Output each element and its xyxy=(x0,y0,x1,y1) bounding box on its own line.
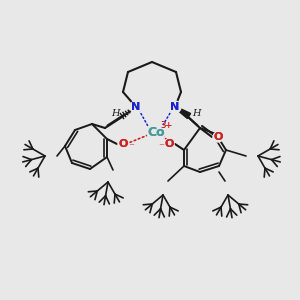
Text: O: O xyxy=(118,139,128,149)
Text: Co: Co xyxy=(147,125,165,139)
Text: H: H xyxy=(111,110,119,118)
Text: 3+: 3+ xyxy=(160,122,172,130)
Text: O: O xyxy=(118,139,128,149)
Circle shape xyxy=(150,126,162,138)
Text: N: N xyxy=(131,102,141,112)
Text: O: O xyxy=(164,139,174,149)
Text: O: O xyxy=(213,132,223,142)
Text: H: H xyxy=(192,110,200,118)
Circle shape xyxy=(118,139,128,149)
Text: N: N xyxy=(131,102,141,112)
Circle shape xyxy=(147,123,165,141)
Circle shape xyxy=(213,132,223,142)
Circle shape xyxy=(164,139,174,149)
Text: O: O xyxy=(213,132,223,142)
Circle shape xyxy=(130,101,142,113)
Text: O: O xyxy=(164,139,174,149)
Text: ⁻: ⁻ xyxy=(128,142,134,152)
Circle shape xyxy=(169,101,181,113)
Text: 3+: 3+ xyxy=(160,122,172,130)
Text: ⁻: ⁻ xyxy=(158,142,164,152)
Text: N: N xyxy=(170,102,180,112)
Text: N: N xyxy=(170,102,180,112)
Polygon shape xyxy=(175,106,190,118)
Text: Co: Co xyxy=(147,125,165,139)
